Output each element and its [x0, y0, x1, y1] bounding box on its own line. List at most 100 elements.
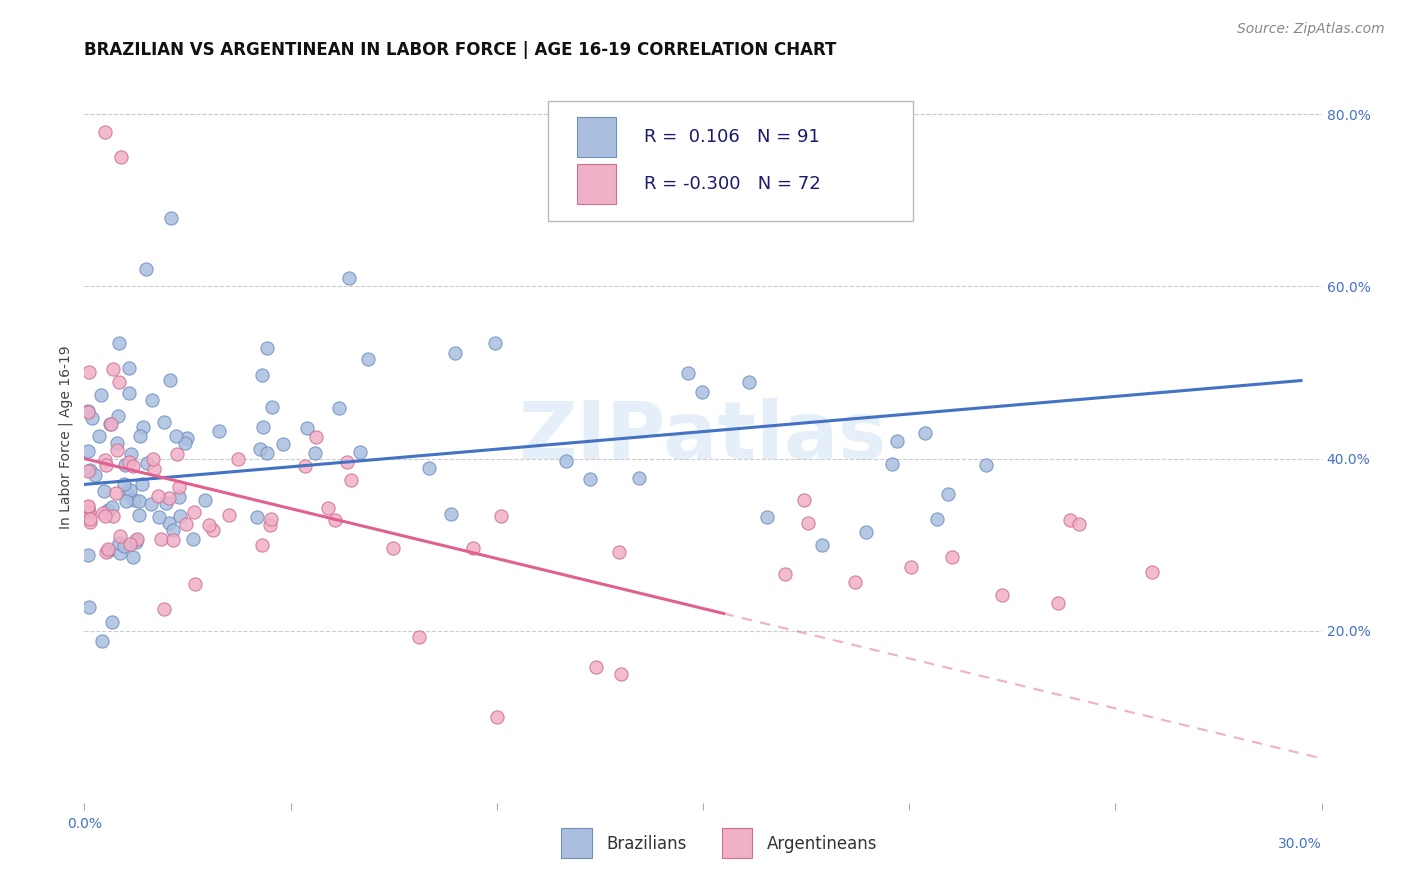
Point [844, 575, 866, 590]
Point [755, 509, 778, 524]
Point [110, 150, 132, 164]
Point [143, 462, 166, 476]
Point [115, 485, 138, 500]
Point [356, 352, 378, 367]
Point [84, 467, 107, 482]
Point [97, 503, 120, 517]
Point [155, 495, 177, 509]
Point [882, 457, 904, 471]
Point [340, 473, 363, 487]
Point [304, 446, 326, 460]
Point [1059, 513, 1081, 527]
Point [166, 447, 188, 461]
Point [226, 452, 249, 467]
Point [136, 456, 159, 470]
Point [91, 634, 114, 648]
Point [149, 532, 172, 546]
Point [990, 588, 1012, 602]
Point [1142, 566, 1164, 580]
Point [1046, 596, 1069, 610]
Point [249, 442, 271, 457]
Text: R = -0.300   N = 72: R = -0.300 N = 72 [644, 176, 820, 194]
Bar [576, 164, 616, 204]
Point [141, 392, 163, 407]
Point [295, 421, 318, 435]
Point [160, 211, 183, 225]
Point [260, 400, 283, 414]
Point [208, 424, 231, 438]
Point [108, 545, 131, 559]
Point [98, 417, 121, 431]
Point [627, 471, 650, 485]
Point [128, 494, 150, 508]
Point [118, 455, 141, 469]
Point [135, 262, 157, 277]
Point [112, 477, 135, 491]
Point [80, 411, 103, 425]
Point [101, 615, 124, 629]
Point [737, 376, 759, 390]
Point [461, 541, 484, 556]
Point [108, 375, 131, 389]
Point [252, 538, 274, 552]
Point [96, 545, 118, 559]
Point [169, 509, 191, 524]
Point [485, 710, 508, 724]
Text: 30.0%: 30.0% [1278, 838, 1322, 852]
Point [1067, 517, 1090, 532]
Point [797, 516, 820, 530]
Bar [561, 829, 592, 858]
Point [337, 271, 360, 285]
Point [94, 125, 117, 139]
Point [336, 455, 359, 469]
Point [77, 505, 100, 519]
Point [256, 341, 278, 355]
Point [77, 464, 100, 478]
Point [105, 435, 128, 450]
Point [252, 368, 274, 382]
Bar [721, 829, 752, 858]
Text: ZIPatlas: ZIPatlas [519, 398, 887, 476]
Point [79, 463, 101, 477]
FancyBboxPatch shape [548, 101, 914, 221]
Text: Brazilians: Brazilians [606, 836, 688, 854]
Point [294, 458, 316, 473]
Point [184, 577, 207, 591]
Point [122, 458, 145, 473]
Point [259, 512, 281, 526]
Point [107, 409, 129, 423]
Point [159, 373, 181, 387]
Text: Argentineans: Argentineans [768, 836, 877, 854]
Point [93, 484, 115, 499]
Point [89, 429, 111, 443]
Point [125, 534, 148, 549]
Point [316, 501, 339, 516]
Point [174, 516, 197, 531]
Point [121, 549, 143, 564]
Point [676, 366, 699, 380]
Text: BRAZILIAN VS ARGENTINEAN IN LABOR FORCE | AGE 16-19 CORRELATION CHART: BRAZILIAN VS ARGENTINEAN IN LABOR FORCE … [84, 41, 837, 59]
Point [114, 493, 136, 508]
Point [118, 361, 141, 376]
Point [131, 476, 153, 491]
Point [169, 480, 191, 494]
Text: Source: ZipAtlas.com: Source: ZipAtlas.com [1237, 22, 1385, 37]
Point [886, 434, 908, 449]
Point [79, 512, 101, 526]
Point [900, 559, 922, 574]
Point [167, 490, 190, 504]
Point [162, 533, 184, 547]
Point [252, 419, 274, 434]
Point [927, 512, 949, 526]
Point [555, 454, 578, 468]
Point [484, 336, 506, 351]
Point [97, 544, 120, 558]
Text: R =  0.106   N = 91: R = 0.106 N = 91 [644, 128, 820, 145]
Point [108, 336, 131, 351]
Point [408, 630, 430, 644]
Point [202, 524, 225, 538]
Point [690, 384, 713, 399]
Point [90, 388, 112, 402]
Point [157, 491, 180, 505]
Point [101, 509, 124, 524]
